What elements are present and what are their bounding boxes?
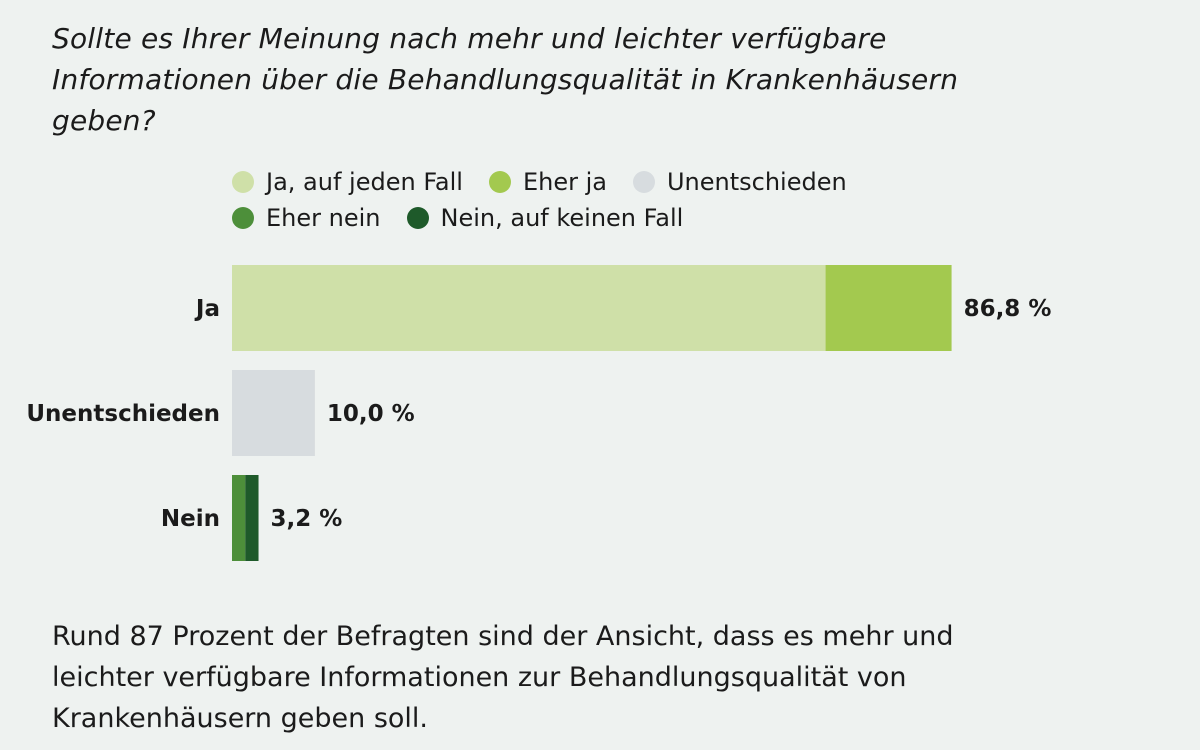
legend-row-2: Eher nein Nein, auf keinen Fall (232, 200, 952, 236)
bar-segment-ja-eher-ja (825, 265, 952, 351)
category-label-nein: Nein (161, 506, 220, 532)
chart-legend: Ja, auf jeden Fall Eher ja Unentschieden… (232, 164, 952, 236)
legend-label: Unentschieden (666, 168, 847, 196)
legend-item-eher-ja: Eher ja (488, 168, 607, 196)
bar-segment-nein-eher-nein (232, 475, 246, 561)
legend-dot-icon (232, 207, 254, 229)
category-label-unentschieden: Unentschieden (26, 401, 220, 427)
bar-segment-nein-nein-auf-keinen-fall (245, 475, 259, 561)
value-label-nein: 3,2 % (271, 506, 343, 532)
legend-label: Ja, auf jeden Fall (266, 168, 463, 196)
chart-question-title: Sollte es Ihrer Meinung nach mehr und le… (52, 22, 959, 137)
bar-segment-ja-ja-auf-jeden-fall (232, 265, 826, 351)
legend-label: Eher nein (266, 204, 381, 232)
legend-label: Eher ja (522, 168, 607, 196)
legend-dot-icon (406, 207, 429, 229)
legend-dot-icon (488, 171, 511, 193)
chart-caption: Rund 87 Prozent der Befragten sind der A… (52, 621, 954, 734)
category-label-ja: Ja (194, 296, 220, 322)
legend-row-1: Ja, auf jeden Fall Eher ja Unentschieden (232, 164, 952, 200)
value-label-unentschieden: 10,0 % (327, 401, 415, 427)
legend-dot-icon (232, 171, 254, 193)
legend-item-eher-nein: Eher nein (232, 204, 381, 232)
legend-item-ja-auf-jeden-fall: Ja, auf jeden Fall (232, 168, 463, 196)
value-label-ja: 86,8 % (964, 296, 1052, 322)
legend-dot-icon (632, 171, 655, 193)
legend-item-nein-auf-keinen-fall: Nein, auf keinen Fall (406, 204, 684, 232)
legend-item-unentschieden: Unentschieden (632, 168, 847, 196)
stacked-bar-chart: Ja 86,8 % Unentschieden 10,0 % Nein 3,2 % (26, 265, 1052, 561)
legend-label: Nein, auf keinen Fall (440, 204, 684, 232)
bar-segment-unentschieden-unentschieden (232, 370, 315, 456)
